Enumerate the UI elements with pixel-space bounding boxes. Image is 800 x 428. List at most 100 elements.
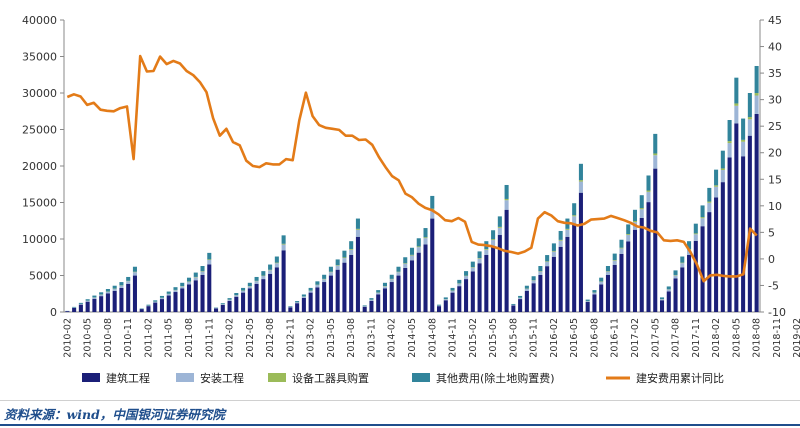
bar-construction-2011-05 [159, 299, 165, 312]
x-tick-label: 2014-05 [407, 318, 418, 358]
bar-construction-2013-08 [328, 275, 333, 312]
bar-installation-2012-05 [234, 295, 239, 297]
bar-other-2011-08 [180, 282, 185, 287]
bar-installation-2018-05 [680, 263, 685, 268]
bar-equipment-2017-06 [612, 260, 617, 261]
bar-other-2013-03 [295, 301, 300, 303]
bar-other-2012-10 [268, 264, 273, 270]
bar-other-2010-10 [119, 282, 124, 286]
bar-construction-2011-10 [193, 280, 198, 312]
bar-other-2018-11 [720, 150, 725, 169]
bar-installation-2017-08 [626, 234, 631, 242]
bar-construction-2018-08 [700, 226, 705, 312]
bar-other-2013-11 [349, 241, 354, 249]
legend-label: 建筑工程 [106, 371, 150, 385]
bar-installation-2018-07 [693, 234, 698, 241]
bar-installation-2015-12 [504, 200, 509, 210]
legend-swatch-equipment [268, 373, 286, 382]
bar-construction-2016-07 [545, 266, 550, 312]
y2-tick-label: 40 [768, 41, 782, 54]
x-tick-label: 2015-02 [468, 318, 479, 358]
y2-tick-label: 0 [768, 253, 775, 266]
bar-other-2017-04 [599, 277, 604, 282]
bar-equipment-2017-08 [626, 234, 631, 235]
bar-construction-2017-08 [626, 241, 631, 312]
x-tick-label: 2018-08 [752, 318, 763, 358]
bar-equipment-2019-02 [741, 139, 746, 142]
bar-other-2016-02 [511, 303, 516, 305]
x-tick-label: 2015-11 [529, 318, 540, 358]
bar-construction-2010-09 [112, 290, 117, 312]
bar-equipment-2018-07 [693, 233, 698, 235]
bar-installation-2016-12 [578, 181, 583, 193]
bar-equipment-2018-10 [714, 185, 719, 187]
bar-construction-2017-02 [585, 302, 590, 312]
bar-installation-2017-06 [612, 260, 617, 265]
bar-installation-2013-10 [342, 258, 347, 263]
bar-other-2013-04 [301, 294, 306, 297]
x-tick-label: 2010-11 [123, 318, 134, 358]
bar-construction-2018-04 [673, 278, 678, 312]
bar-installation-2012-03 [220, 304, 225, 305]
x-tick-label: 2012-02 [225, 318, 236, 358]
bar-construction-2013-03 [295, 303, 300, 312]
bar-installation-2010-10 [119, 285, 124, 288]
y2-tick-label: 20 [768, 147, 782, 160]
bar-construction-2016-12 [578, 192, 583, 312]
bar-equipment-2017-11 [646, 190, 651, 192]
bar-installation-2015-08 [477, 258, 482, 264]
bar-installation-2017-12 [653, 155, 658, 169]
bar-installation-2015-06 [464, 276, 469, 280]
bar-installation-2014-12 [430, 209, 435, 219]
bar-other-2016-05 [531, 276, 536, 281]
bar-other-2014-11 [423, 228, 428, 238]
x-tick-label: 2015-08 [508, 318, 519, 358]
bar-other-2012-05 [234, 293, 239, 296]
chart-area: 0 5000 10000 15000 20000 25000 30000 35000 40000… [22, 14, 800, 385]
bar-construction-2014-06 [389, 282, 394, 312]
y-tick-label: 40000 [22, 14, 57, 27]
bar-construction-2012-02 [214, 308, 219, 312]
bar-other-2016-06 [538, 266, 543, 272]
bar-construction-2016-11 [572, 224, 577, 312]
x-tick-label: 2016-02 [549, 318, 560, 358]
bar-construction-2010-02 [65, 311, 70, 312]
x-tick-label: 2011-02 [144, 318, 155, 358]
bar-other-2017-02 [585, 299, 590, 301]
legend-label: 建安费用累计同比 [636, 371, 724, 385]
bar-equipment-2017-10 [639, 208, 644, 210]
bar-equipment-2018-11 [720, 168, 725, 171]
bar-equipment-2014-09 [409, 254, 415, 256]
bar-installation-2016-05 [531, 280, 536, 284]
bar-installation-2010-09 [112, 288, 117, 291]
bar-construction-2011-08 [180, 288, 185, 312]
x-tick-label: 2011-08 [184, 318, 195, 358]
x-tick-label: 2010-02 [62, 318, 73, 358]
legend-swatch-construction [82, 373, 100, 382]
y2-tick-label: 45 [768, 14, 782, 27]
bar-construction-2012-10 [268, 273, 273, 312]
bar-construction-2010-12 [132, 275, 137, 312]
x-tick-label: 2014-08 [427, 318, 438, 358]
bar-other-2019-04 [754, 65, 759, 94]
x-tick-label: 2010-05 [83, 318, 94, 358]
bar-other-2017-09 [632, 209, 638, 222]
bar-installation-2012-09 [261, 276, 266, 280]
bar-other-2010-11 [126, 276, 131, 281]
bar-construction-2011-11 [200, 274, 205, 312]
bar-construction-2010-08 [105, 293, 110, 312]
bar-installation-2012-07 [247, 286, 252, 289]
bar-equipment-2012-12 [281, 243, 286, 245]
bar-other-2017-10 [639, 195, 644, 209]
bar-construction-2014-04 [376, 294, 381, 312]
bar-construction-2010-06 [92, 298, 97, 312]
bar-installation-2016-02 [511, 304, 516, 306]
bar-other-2019-03 [747, 93, 752, 118]
bar-other-2016-09 [558, 230, 563, 240]
bar-installation-2010-11 [126, 281, 131, 284]
bar-other-2019-02 [741, 118, 746, 140]
bar-installation-2014-07 [396, 272, 401, 276]
y-tick-label: 0 [50, 306, 57, 319]
legend-swatch-other [412, 373, 430, 382]
bar-construction-2018-09 [707, 212, 712, 312]
